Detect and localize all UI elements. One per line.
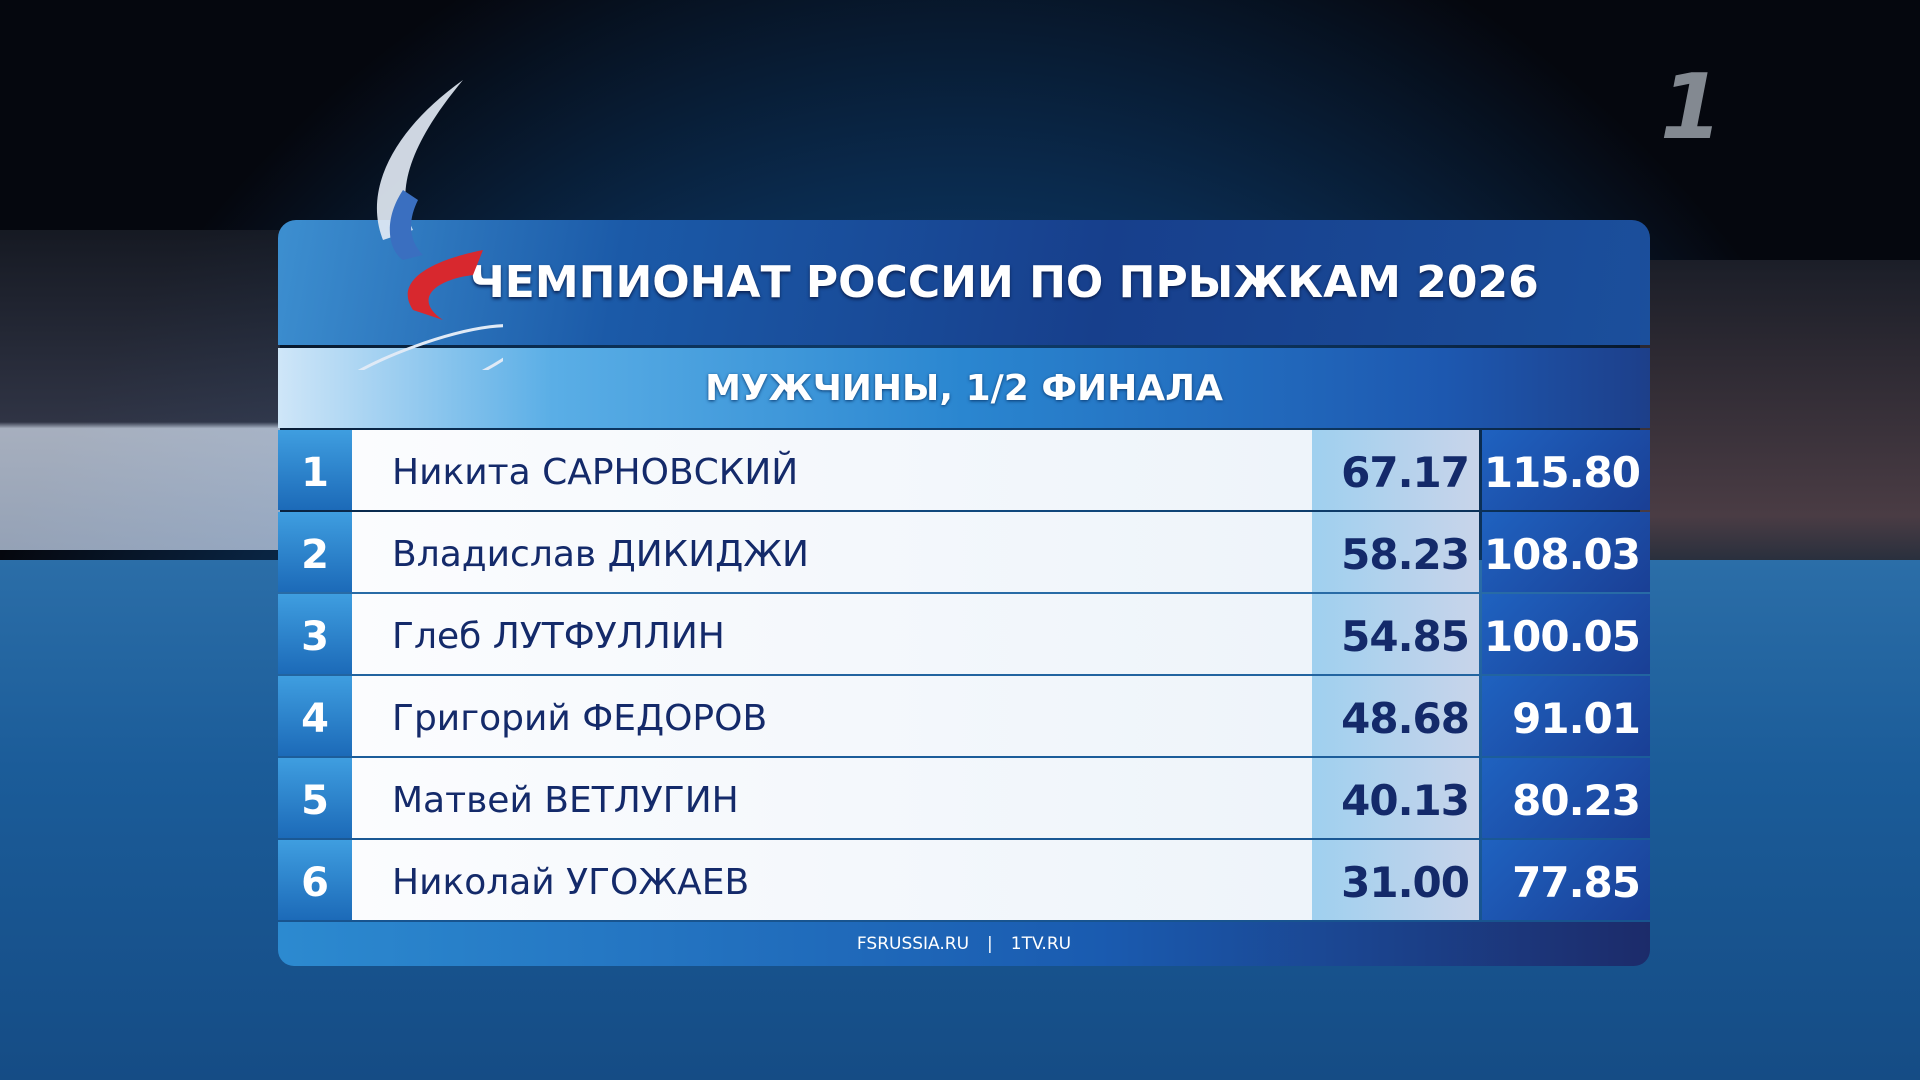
skater-name: Никита САРНОВСКИЙ (352, 430, 1312, 510)
total-score: 80.23 (1482, 758, 1650, 838)
arena-crowd-right (1640, 260, 1920, 580)
result-row: 2 Владислав ДИКИДЖИ 58.23 108.03 (278, 512, 1650, 592)
rank: 1 (278, 430, 352, 510)
segment-score: 58.23 (1312, 512, 1479, 592)
arena-crowd-left (0, 230, 280, 550)
total-score: 115.80 (1482, 430, 1650, 510)
board-subtitle: МУЖЧИНЫ, 1/2 ФИНАЛА (705, 367, 1223, 409)
board-footer: FSRUSSIA.RU | 1TV.RU (278, 922, 1650, 966)
result-row: 6 Николай УГОЖАЕВ 31.00 77.85 (278, 840, 1650, 920)
board-subtitle-bar: МУЖЧИНЫ, 1/2 ФИНАЛА (278, 348, 1650, 428)
segment-score: 40.13 (1312, 758, 1479, 838)
result-row: 4 Григорий ФЕДОРОВ 48.68 91.01 (278, 676, 1650, 756)
channel-one-logo: 1 (1660, 55, 1723, 160)
total-score: 77.85 (1482, 840, 1650, 920)
championship-logo-icon (333, 80, 503, 370)
total-score: 100.05 (1482, 594, 1650, 674)
segment-score: 54.85 (1312, 594, 1479, 674)
skater-name: Владислав ДИКИДЖИ (352, 512, 1312, 592)
board-title: ЧЕМПИОНАТ РОССИИ ПО ПРЫЖКАМ 2026 (469, 257, 1539, 308)
footer-site-fsrussia: FSRUSSIA.RU (856, 934, 970, 954)
rank: 6 (278, 840, 352, 920)
results-board: ЧЕМПИОНАТ РОССИИ ПО ПРЫЖКАМ 2026 МУЖЧИНЫ… (278, 80, 1650, 966)
rank: 4 (278, 676, 352, 756)
result-row: 5 Матвей ВЕТЛУГИН 40.13 80.23 (278, 758, 1650, 838)
footer-separator: | (987, 934, 993, 954)
rank: 5 (278, 758, 352, 838)
rank: 3 (278, 594, 352, 674)
skater-name: Николай УГОЖАЕВ (352, 840, 1312, 920)
board-header: ЧЕМПИОНАТ РОССИИ ПО ПРЫЖКАМ 2026 (278, 80, 1650, 370)
segment-score: 31.00 (1312, 840, 1479, 920)
skater-name: Глеб ЛУТФУЛЛИН (352, 594, 1312, 674)
segment-score: 67.17 (1312, 430, 1479, 510)
rank: 2 (278, 512, 352, 592)
skater-name: Матвей ВЕТЛУГИН (352, 758, 1312, 838)
total-score: 91.01 (1482, 676, 1650, 756)
footer-site-1tv: 1TV.RU (1010, 934, 1072, 954)
result-row: 1 Никита САРНОВСКИЙ 67.17 115.80 (278, 430, 1650, 510)
result-row: 3 Глеб ЛУТФУЛЛИН 54.85 100.05 (278, 594, 1650, 674)
total-score: 108.03 (1482, 512, 1650, 592)
segment-score: 48.68 (1312, 676, 1479, 756)
skater-name: Григорий ФЕДОРОВ (352, 676, 1312, 756)
